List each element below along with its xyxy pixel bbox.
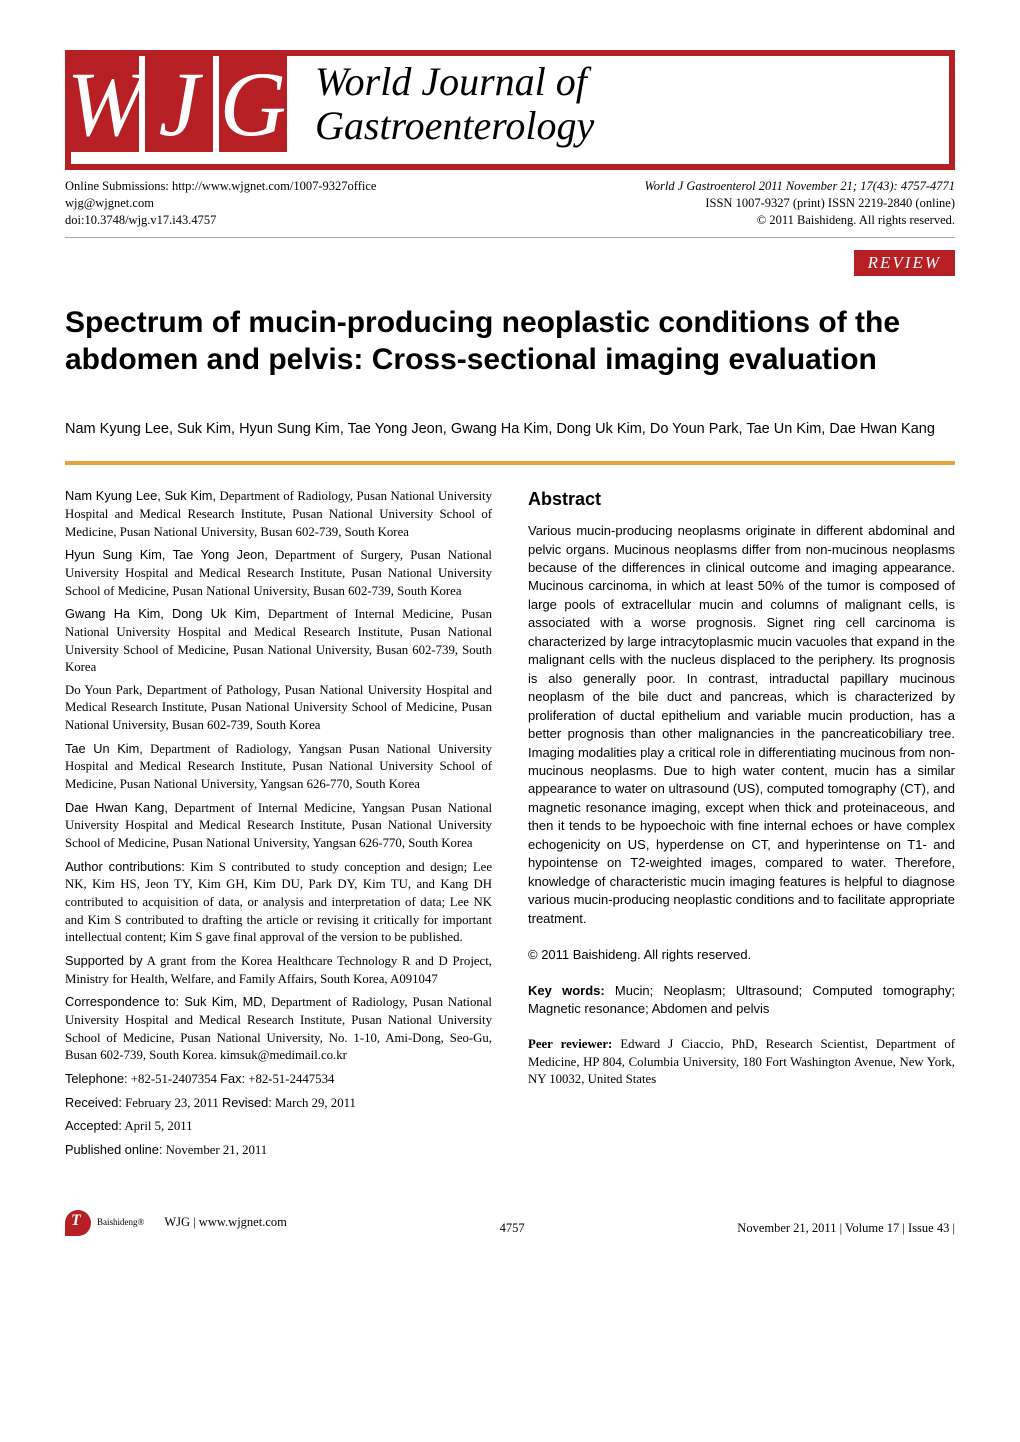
abstract-heading: Abstract — [528, 487, 955, 512]
footer-journal-url: WJG | www.wjgnet.com — [164, 1215, 287, 1230]
article-type-badge: REVIEW — [854, 250, 955, 276]
page-number: 4757 — [500, 1221, 525, 1236]
telephone-fax: Telephone: +82-51-2407354 Fax: +82-51-24… — [65, 1070, 492, 1089]
keywords: Key words: Mucin; Neoplasm; Ultrasound; … — [528, 982, 955, 1018]
author-contributions: Author contributions: Kim S contributed … — [65, 858, 492, 947]
logo-letter-w: W — [71, 56, 139, 152]
publisher-logo: Baishideng® WJG | www.wjgnet.com — [65, 1210, 287, 1236]
publisher-name: Baishideng® — [97, 1218, 144, 1227]
submission-metadata: Online Submissions: http://www.wjgnet.co… — [65, 178, 955, 238]
abstract-body: Various mucin-producing neoplasms origin… — [528, 522, 955, 928]
affiliation: Dae Hwan Kang, Department of Internal Me… — [65, 799, 492, 853]
abstract-copyright: © 2011 Baishideng. All rights reserved. — [528, 946, 955, 964]
affiliation: Do Youn Park, Department of Pathology, P… — [65, 682, 492, 735]
publisher-logo-icon — [65, 1210, 91, 1236]
journal-title-line1: World Journal of — [315, 60, 594, 104]
online-submissions: Online Submissions: http://www.wjgnet.co… — [65, 178, 376, 195]
issn: ISSN 1007-9327 (print) ISSN 2219-2840 (o… — [645, 195, 956, 212]
authors-list: Nam Kyung Lee, Suk Kim, Hyun Sung Kim, T… — [65, 417, 955, 442]
footer-issue-info: November 21, 2011 | Volume 17 | Issue 43… — [737, 1221, 955, 1236]
published-online: Published online: November 21, 2011 — [65, 1141, 492, 1160]
correspondence: Correspondence to: Suk Kim, MD, Departme… — [65, 993, 492, 1065]
contact-email: wjg@wjgnet.com — [65, 195, 376, 212]
logo-letter-j: J — [145, 56, 213, 152]
article-title: Spectrum of mucin-producing neoplastic c… — [65, 304, 955, 379]
section-divider — [65, 461, 955, 465]
peer-reviewer: Peer reviewer: Edward J Ciaccio, PhD, Re… — [528, 1036, 955, 1089]
doi: doi:10.3748/wjg.v17.i43.4757 — [65, 212, 376, 229]
received-revised: Received: February 23, 2011 Revised: Mar… — [65, 1094, 492, 1113]
journal-title: World Journal of Gastroenterology — [315, 60, 594, 148]
page-footer: Baishideng® WJG | www.wjgnet.com 4757 No… — [65, 1210, 955, 1236]
affiliation: Hyun Sung Kim, Tae Yong Jeon, Department… — [65, 546, 492, 600]
logo-letter-g: G — [219, 56, 287, 152]
affiliation: Tae Un Kim, Department of Radiology, Yan… — [65, 740, 492, 794]
left-column: Nam Kyung Lee, Suk Kim, Department of Ra… — [65, 487, 492, 1164]
journal-title-line2: Gastroenterology — [315, 104, 594, 148]
journal-logo: W J G — [71, 56, 287, 152]
affiliation: Gwang Ha Kim, Dong Uk Kim, Department of… — [65, 605, 492, 677]
right-column: Abstract Various mucin-producing neoplas… — [528, 487, 955, 1164]
citation: World J Gastroenterol 2011 November 21; … — [645, 178, 956, 195]
banner-copyright: © 2011 Baishideng. All rights reserved. — [645, 212, 956, 229]
journal-banner: W J G World Journal of Gastroenterology — [65, 50, 955, 170]
two-column-body: Nam Kyung Lee, Suk Kim, Department of Ra… — [65, 487, 955, 1164]
accepted: Accepted: April 5, 2011 — [65, 1117, 492, 1136]
supported-by: Supported by A grant from the Korea Heal… — [65, 952, 492, 988]
affiliation: Nam Kyung Lee, Suk Kim, Department of Ra… — [65, 487, 492, 541]
